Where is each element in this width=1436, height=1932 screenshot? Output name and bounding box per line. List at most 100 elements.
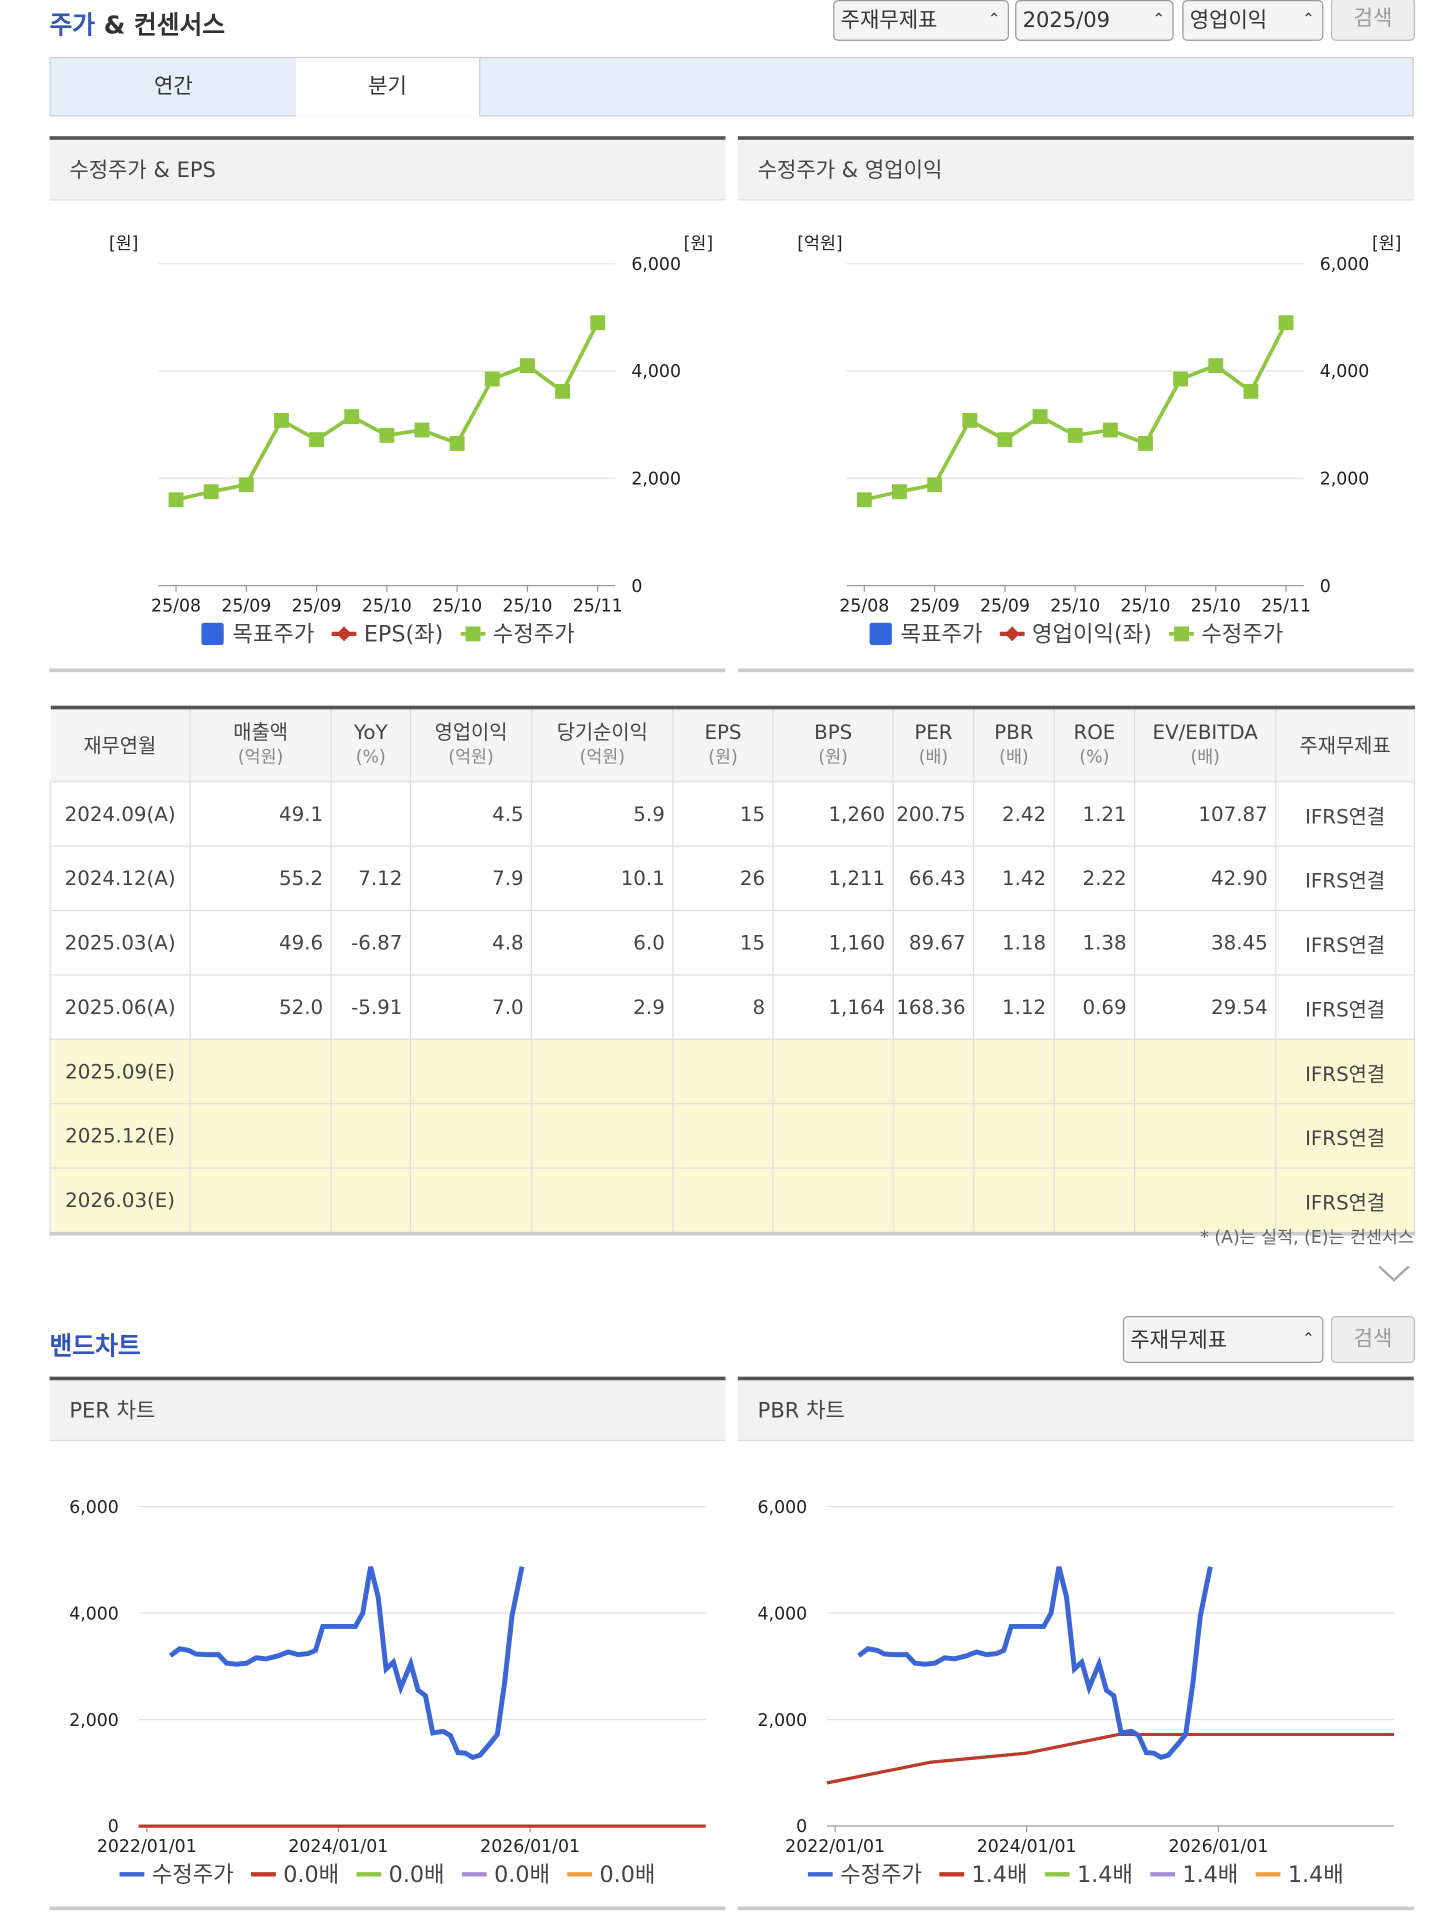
column-header: EV/EBITDA (배): [1134, 706, 1277, 783]
table-cell: 1.38: [1053, 909, 1136, 976]
header-unit: (억원): [448, 747, 494, 768]
table-cell: 0.69: [1053, 974, 1136, 1040]
table-cell: 55.2: [189, 845, 332, 912]
search-button[interactable]: 검색: [1330, 1315, 1416, 1364]
table-cell: [892, 1167, 975, 1235]
select[interactable]: 주재무제표: [833, 0, 1009, 41]
x-tick-label: 25/09: [221, 597, 271, 617]
x-tick-label: 2022/01/01: [97, 1837, 197, 1857]
point-marker: [1208, 358, 1224, 374]
table-cell: IFRS연결: [1275, 1103, 1416, 1169]
table-note: * (A)는 실적, (E)는 컨센서스: [1200, 1228, 1414, 1248]
header-label: 당기순이익: [556, 720, 648, 745]
point-marker: [927, 477, 943, 493]
x-tick-label: 2022/01/01: [785, 1837, 885, 1857]
series-line: [857, 1566, 1213, 1761]
tab-active[interactable]: 분기: [295, 58, 481, 117]
y-tick-label: 6,000: [69, 1498, 119, 1518]
legend-label: 수정주가: [152, 1862, 234, 1888]
y-tick-label: 6,000: [1320, 255, 1370, 275]
table-row: 2026.03(E) IFRS연결: [49, 1167, 1416, 1235]
section-title: 주가 & 컨센서스: [50, 5, 226, 41]
chart: 0 2,000 4,000 6,000 2022/01/01 2024/01/01 2026…: [69, 1498, 706, 1888]
x-tick-label: 25/08: [839, 597, 889, 617]
legend: 수정주가 0.0배 0.0배 0.0배 0.0배: [119, 1862, 655, 1888]
x-tick-label: 25/08: [151, 597, 201, 617]
table-cell: [892, 1038, 975, 1105]
point-marker: [449, 435, 465, 451]
search-button[interactable]: 검색: [1330, 0, 1416, 41]
column-header: PBR (배): [973, 706, 1055, 783]
series-line: [826, 1732, 1394, 1785]
legend-label: EPS(좌): [364, 621, 444, 647]
table-cell: [409, 1103, 533, 1169]
header-unit: (원): [818, 747, 848, 768]
expand-icon[interactable]: [1377, 1263, 1414, 1285]
table-row: 2025.03(A) 49.6 -6.87 4.8 6.0 15 1,160 89.67 1.1…: [49, 909, 1416, 976]
header-label: 재무연월: [83, 733, 157, 758]
point-marker: [203, 484, 219, 500]
x-tick-label: 25/09: [292, 597, 342, 617]
header-unit: (배): [918, 747, 949, 768]
table-cell: 10.1: [531, 845, 674, 912]
y-tick-label: 4,000: [631, 362, 681, 382]
table-cell: [973, 1167, 1055, 1235]
legend-label: 1.4배: [1288, 1862, 1344, 1888]
point-marker: [962, 412, 978, 428]
table-cell: [672, 1038, 774, 1105]
table-cell: 1.42: [973, 845, 1055, 912]
table-cell: 38.45: [1134, 909, 1277, 976]
header-label: EPS: [704, 720, 742, 745]
legend-label: 목표주가: [901, 621, 983, 647]
table-cell: [1053, 1038, 1136, 1105]
panel-title: 수정주가 & EPS: [49, 139, 726, 201]
point-marker: [238, 477, 254, 493]
column-header: ROE (%): [1053, 706, 1136, 783]
select[interactable]: 2025/09: [1015, 0, 1174, 41]
table-cell: 26: [672, 845, 774, 912]
tab[interactable]: 연간: [51, 58, 298, 116]
table-cell: 7.0: [409, 974, 533, 1040]
table-cell: 49.1: [189, 781, 332, 847]
chart-panel: PBR 차트 0 2,000 4,000 6,000 2022/01/01 2024/01/…: [737, 1376, 1414, 1911]
table-cell: [330, 1103, 412, 1169]
column-header: PER (배): [892, 706, 975, 783]
table-cell: -6.87: [330, 909, 412, 976]
legend-marker: [869, 622, 892, 645]
table-cell: 1.21: [1053, 781, 1136, 847]
header-unit: (%): [1079, 747, 1110, 768]
point-marker: [1278, 315, 1294, 331]
table-cell: 2026.03(E): [49, 1167, 191, 1235]
select[interactable]: 주재무제표: [1122, 1315, 1324, 1364]
table-row: 2025.12(E) IFRS연결: [49, 1103, 1416, 1169]
table-cell: 6.0: [531, 909, 674, 976]
table-cell: -5.91: [330, 974, 412, 1040]
legend-label: 영업이익(좌): [1032, 621, 1152, 647]
table-cell: 89.67: [892, 909, 975, 976]
table-cell: 66.43: [892, 845, 975, 912]
header-unit: (배): [1190, 747, 1220, 768]
series-line: [826, 1732, 1394, 1785]
point-marker: [379, 427, 395, 443]
table-cell: [772, 1038, 894, 1105]
table-cell: 107.87: [1134, 781, 1277, 847]
table-cell: [1053, 1103, 1136, 1169]
x-tick-label: 25/10: [1121, 597, 1171, 617]
column-header: 당기순이익 (억원): [531, 706, 674, 783]
header-label: PER: [914, 720, 953, 745]
table-cell: 1,260: [772, 781, 894, 847]
header-label: 주재무제표: [1299, 733, 1391, 758]
select[interactable]: 영업이익: [1182, 0, 1324, 41]
point-marker: [997, 432, 1013, 448]
table-cell: 2025.09(E): [49, 1038, 191, 1105]
point-marker: [414, 422, 430, 438]
table-cell: 2.42: [973, 781, 1055, 847]
legend-label: 1.4배: [972, 1862, 1028, 1888]
y-tick-label: 6,000: [758, 1498, 808, 1518]
chart: 0 2,000 4,000 6,000 [억원] [원] 25/08 25/09 25/09 25…: [797, 234, 1401, 647]
table-cell: 2024.12(A): [49, 845, 191, 912]
chart-panel: 수정주가 & 영업이익 0 2,000 4,000 6,000 [억원] [원] 25/08 2…: [737, 136, 1414, 673]
table-cell: [409, 1038, 533, 1105]
legend: 목표주가 EPS(좌) 수정주가: [201, 621, 575, 647]
